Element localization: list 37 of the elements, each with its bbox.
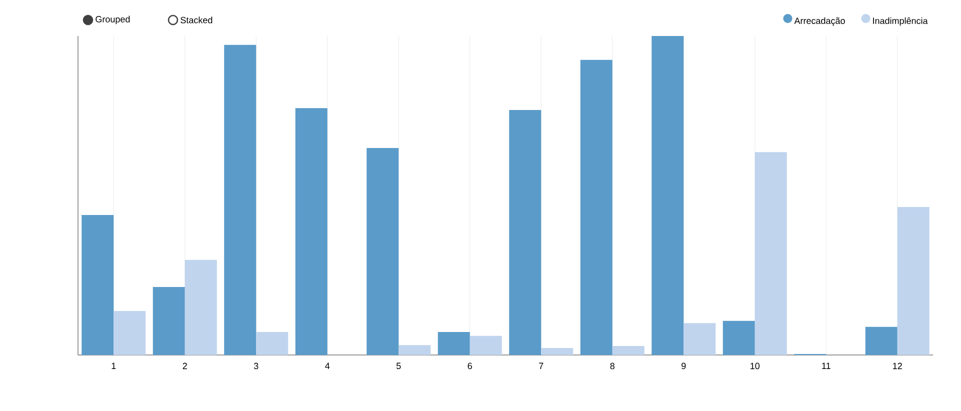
x-tick-label: 6 [468,362,472,370]
bar [438,332,470,355]
x-tick-label: 7 [539,362,544,369]
bar [256,332,288,355]
legend-label: Inadimplência [873,17,928,26]
bar [224,44,256,355]
x-tick-label: 10 [750,362,760,370]
bar [897,206,930,355]
x-tick-label: 8 [610,362,614,370]
bar [754,152,787,355]
bar [114,310,146,355]
bar [295,108,328,355]
legend-label: Arrecadação [794,17,845,26]
x-tick-label: 9 [682,362,686,370]
bar [722,320,755,355]
x-tick-label: 12 [893,362,902,370]
x-tick-label: 5 [396,362,401,370]
bar [509,110,542,355]
x-tick-label: 3 [254,362,258,370]
bar [184,260,217,355]
bar [82,214,114,355]
x-tick-label: 4 [325,362,330,369]
bar [470,336,502,355]
bar [684,323,716,355]
bar [865,326,898,355]
bar [580,60,612,355]
x-tick-label: 11 [822,362,830,369]
bar [152,287,185,355]
bar [612,346,644,355]
bar [541,348,574,355]
bar [366,148,399,355]
bar [652,36,684,355]
text: Stacked [180,16,212,24]
bar [398,345,431,355]
text: Grouped [96,16,130,24]
x-tick-label: 2 [182,362,187,370]
x-tick-label: 1 [112,362,116,369]
